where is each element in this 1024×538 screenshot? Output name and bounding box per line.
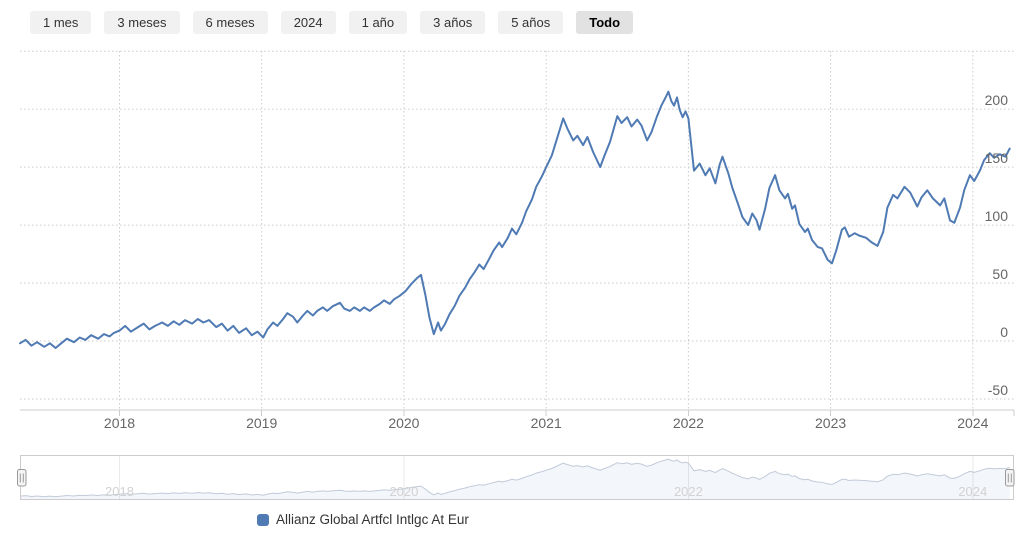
legend-swatch-icon: [257, 513, 269, 526]
x-axis-label: 2021: [531, 415, 562, 431]
x-axis-label: 2019: [246, 415, 277, 431]
legend-item[interactable]: Allianz Global Artfcl Intlgc At Eur: [257, 512, 469, 527]
range-button-1-mes[interactable]: 1 mes: [30, 11, 92, 34]
range-button-todo[interactable]: Todo: [576, 11, 634, 34]
legend-label: Allianz Global Artfcl Intlgc At Eur: [276, 512, 469, 527]
y-axis-label: 100: [985, 208, 1009, 224]
navigator-year-label: 2018: [105, 484, 134, 499]
navigator-svg: 2018 2020 2022 2024: [17, 455, 1015, 500]
x-axis-label: 2020: [388, 415, 419, 431]
y-axis-label: 200: [985, 92, 1009, 108]
navigator-year-label: 2020: [389, 484, 418, 499]
x-axis-label: 2023: [815, 415, 846, 431]
navigator-left-handle[interactable]: [17, 469, 27, 487]
navigator-series-line: [19, 458, 1010, 498]
legend: Allianz Global Artfcl Intlgc At Eur: [257, 512, 469, 527]
y-axis-label: 50: [992, 266, 1008, 282]
y-axis-label: 0: [1000, 324, 1008, 340]
range-button-2024[interactable]: 2024: [280, 11, 336, 34]
range-button-3-años[interactable]: 3 años: [420, 11, 486, 34]
navigator-area: [20, 459, 1010, 499]
x-axis-label: 2018: [104, 415, 135, 431]
range-button-5-años[interactable]: 5 años: [498, 11, 564, 34]
x-axis-label: 2024: [957, 415, 988, 431]
x-axis-label: 2022: [673, 415, 704, 431]
range-button-1-año[interactable]: 1 año: [348, 11, 408, 34]
y-axis-label: -50: [988, 382, 1008, 398]
navigator-year-label: 2022: [674, 484, 703, 499]
range-button-3-meses[interactable]: 3 meses: [104, 11, 180, 34]
main-chart-svg: 2018 2019 2020 2021 2022 2023 2024 -50 0 50 100 150…: [19, 50, 1015, 431]
range-selector: 1 mes 3 meses 6 meses 2024 1 año 3 años 5 años…: [30, 11, 634, 34]
range-button-6-meses[interactable]: 6 meses: [192, 11, 268, 34]
series-line-allianz-global-artfcl-intlgc-at-eur: [19, 90, 1011, 349]
y-axis-label: 150: [985, 150, 1009, 166]
navigator-year-label: 2024: [958, 484, 987, 499]
navigator-right-handle[interactable]: [1005, 469, 1015, 487]
